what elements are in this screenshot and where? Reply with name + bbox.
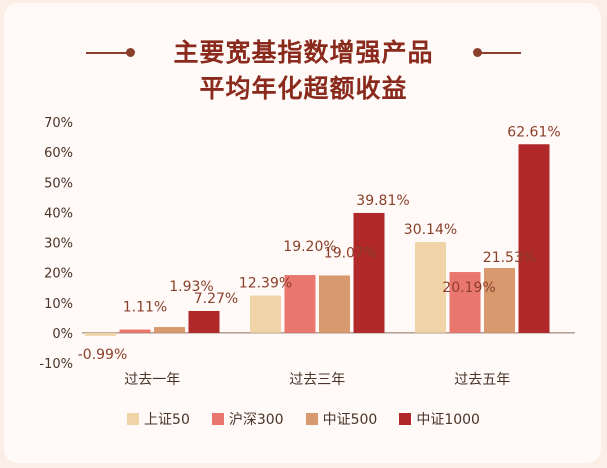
data-label: 1.93%	[169, 279, 213, 295]
legend-label: 上证50	[144, 412, 190, 428]
legend-swatch	[399, 413, 412, 425]
legend-label: 中证500	[322, 412, 378, 428]
y-tick-label: 30%	[44, 237, 73, 252]
data-label: -0.99%	[78, 347, 128, 363]
bar-2-3	[449, 272, 481, 333]
title-decoration-right	[477, 52, 521, 54]
title-decoration-left-dot	[126, 48, 135, 57]
legend-item: 中证500	[305, 409, 378, 429]
bar-4-1	[188, 310, 220, 333]
legend-swatch	[127, 413, 140, 425]
y-tick-label: -10%	[39, 357, 73, 372]
bar-1-1	[85, 332, 116, 336]
y-tick-label: 10%	[44, 297, 73, 312]
bar-4-3	[518, 144, 550, 333]
chart-title-line2: 平均年化超额收益	[199, 74, 408, 103]
bar-1-2	[250, 295, 281, 333]
x-tick-label: 过去一年	[124, 372, 180, 388]
bar-2-2	[284, 275, 316, 333]
data-label: 7.27%	[194, 291, 238, 307]
x-tick-label: 过去五年	[454, 372, 510, 388]
y-tick-label: 40%	[44, 206, 73, 221]
data-label: 30.14%	[404, 222, 457, 238]
data-label: 1.11%	[123, 300, 167, 316]
bar-2-1	[119, 329, 151, 333]
data-label: 12.39%	[239, 276, 292, 292]
chart-legend: 上证50 沪深300 中证500 中证1000	[0, 409, 607, 429]
bar-3-1	[154, 327, 185, 333]
x-tick-label: 过去三年	[289, 372, 345, 388]
bar-4-2	[353, 212, 385, 333]
chart-title: 主要宽基指数增强产品 平均年化超额收益	[0, 35, 607, 107]
bar-3-3	[484, 268, 515, 333]
chart-card	[4, 3, 601, 463]
y-tick-label: 0%	[52, 327, 73, 342]
title-decoration-left	[86, 52, 130, 54]
y-tick-label: 70%	[44, 116, 73, 131]
legend-item: 中证1000	[399, 409, 480, 429]
data-label: 19.07%	[324, 245, 377, 261]
legend-item: 沪深300	[211, 409, 284, 429]
bar-3-2	[319, 275, 350, 333]
y-tick-label: 50%	[44, 176, 73, 191]
data-label: 39.81%	[356, 193, 409, 209]
title-decoration-right-dot	[473, 48, 482, 57]
data-label: 62.61%	[507, 124, 560, 140]
chart-title-line1: 主要宽基指数增强产品	[173, 38, 434, 67]
y-tick-label: 60%	[44, 146, 73, 161]
legend-label: 沪深300	[228, 412, 284, 428]
legend-swatch	[305, 413, 318, 425]
data-label: 21.53%	[483, 250, 536, 266]
y-tick-label: 20%	[44, 267, 73, 282]
legend-label: 中证1000	[416, 412, 480, 428]
legend-item: 上证50	[127, 409, 190, 429]
bar-1-3	[415, 242, 446, 333]
data-label: 20.19%	[442, 280, 495, 296]
legend-swatch	[211, 413, 224, 425]
data-label: 19.20%	[283, 239, 336, 255]
